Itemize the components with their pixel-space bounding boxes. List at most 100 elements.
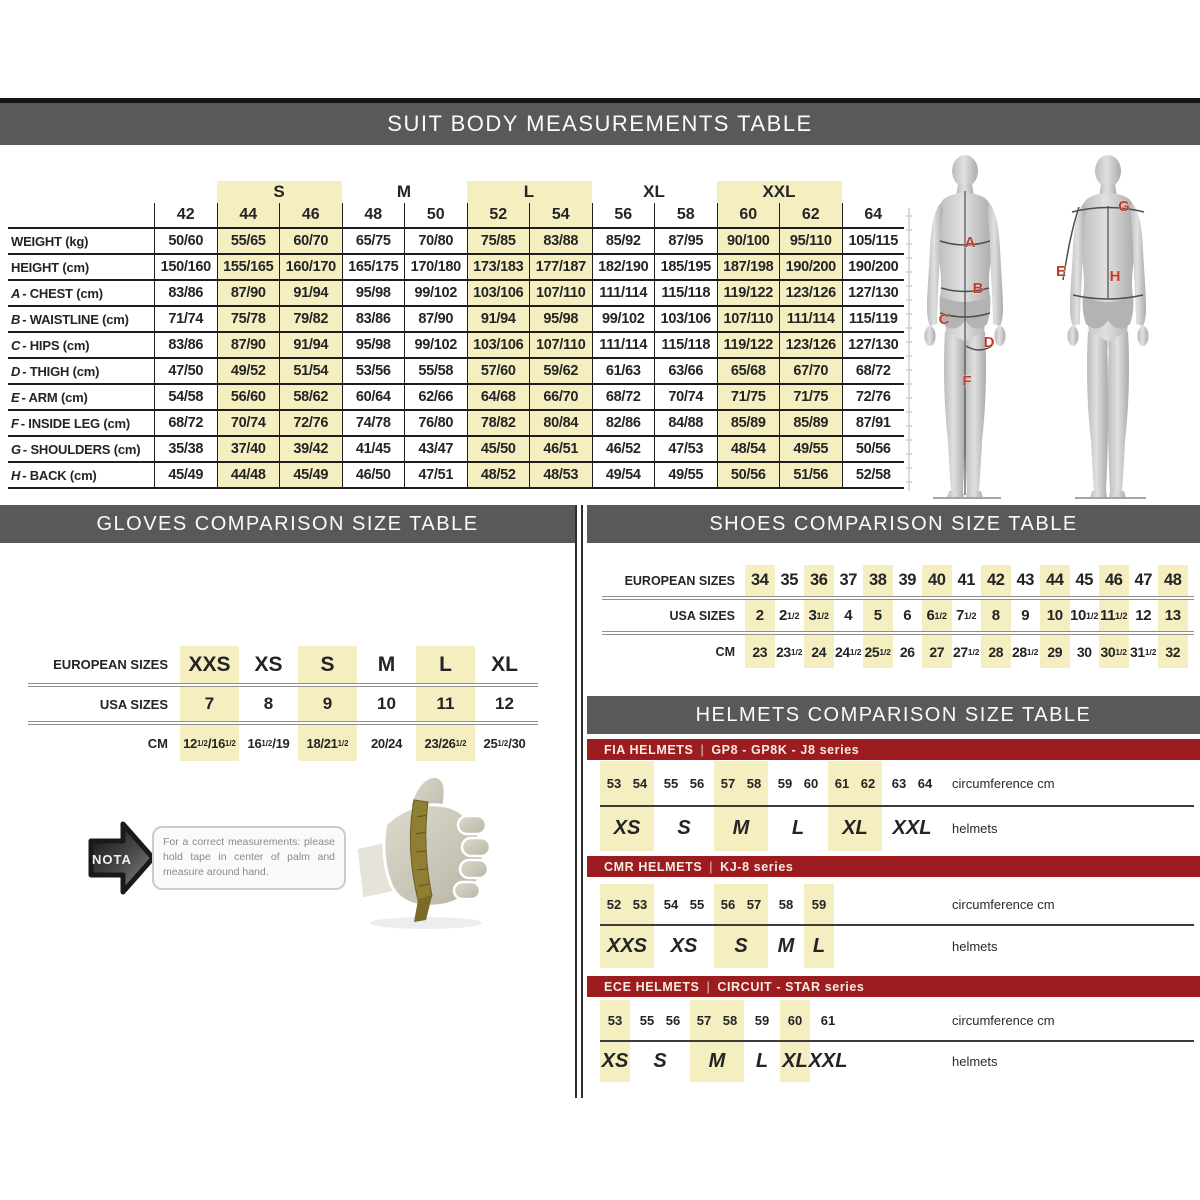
helmets-caption: helmets bbox=[952, 820, 998, 836]
gloves-comparison-table: EUROPEAN SIZES XXS XS S M L XL USA SIZES 7 8 9 10 11… bbox=[28, 646, 538, 761]
suit-row-label: A - CHEST (cm) bbox=[8, 281, 154, 307]
comparison-cell: 24 1/2 bbox=[835, 643, 862, 660]
comparison-row-label: EUROPEAN SIZES bbox=[53, 657, 168, 672]
suit-row-label: H - BACK (cm) bbox=[8, 463, 154, 489]
suit-value-cell: 39/42 bbox=[279, 437, 342, 463]
helmet-size-label: M bbox=[777, 934, 795, 957]
suit-value-cell: 45/50 bbox=[466, 437, 529, 463]
suit-value-cell: 54/58 bbox=[154, 385, 217, 411]
suit-value-cell: 62/66 bbox=[404, 385, 467, 411]
comparison-cell: 40 bbox=[922, 565, 952, 596]
comparison-cell: 11 1/2 bbox=[1099, 600, 1129, 631]
nota-arrow-icon: NOTA bbox=[88, 821, 156, 895]
suit-value-cell: 37/40 bbox=[216, 437, 279, 463]
shoes-section-header: SHOES COMPARISON SIZE TABLE bbox=[587, 505, 1200, 543]
helmets-section-header: HELMETS COMPARISON SIZE TABLE bbox=[587, 696, 1200, 734]
helmet-circumference-value: 53 bbox=[607, 1012, 623, 1028]
helmet-row-captions: circumference cm helmets bbox=[952, 884, 1055, 968]
helmets-section-title: HELMETS COMPARISON SIZE TABLE bbox=[695, 703, 1092, 726]
height-ruler bbox=[906, 208, 912, 491]
suit-value-cell: 127/130 bbox=[841, 281, 904, 307]
helmet-circumference-row: 52 53 bbox=[600, 884, 654, 924]
suit-value-cell: 91/94 bbox=[279, 281, 342, 307]
helmet-size-groups: 53 54 XS 55 56 S 57 58 M 59 60 L 61 62 XL 63 64 XXL bbox=[600, 761, 1194, 851]
helmet-size-groups: 52 53 XXS 54 55 XS 56 57 S 58 M 59 L bbox=[600, 884, 1194, 968]
suit-value-cell: 72/76 bbox=[841, 385, 904, 411]
measure-letter: G bbox=[11, 441, 21, 457]
suit-value-cell: 72/76 bbox=[279, 411, 342, 437]
body-measurement-figures: A B C D F E G H bbox=[906, 155, 1149, 499]
helmet-circumference-value: 58 bbox=[778, 896, 794, 912]
suit-value-cell: 127/130 bbox=[841, 333, 904, 359]
comparison-cell: 23 bbox=[745, 635, 775, 668]
helmet-size-groups: 53 XS 55 56 S 57 58 M 59 L 60 XL 61 XXL bbox=[600, 1000, 1194, 1082]
comparison-cell: XL bbox=[491, 652, 518, 676]
half-fraction: 1/2 bbox=[1026, 646, 1039, 657]
suit-size-spacer bbox=[8, 203, 154, 229]
helmet-size-group: 59 60 L bbox=[771, 761, 825, 851]
helmet-circumference-value: 55 bbox=[663, 775, 679, 791]
measurement-note-text: For a correct measurements: please hold … bbox=[163, 836, 335, 879]
comparison-cell: 25 1/2 bbox=[863, 635, 893, 668]
comparison-cell: 12 bbox=[495, 694, 514, 713]
suit-value-cell: 103/106 bbox=[654, 307, 717, 333]
suit-value-cell: 115/118 bbox=[654, 333, 717, 359]
comparison-cell: 6 1/2 bbox=[922, 600, 952, 631]
comparison-cell: 9 bbox=[298, 687, 357, 721]
comparison-row-label: EUROPEAN SIZES bbox=[624, 573, 735, 588]
comparison-cell: 23/26 1/2 bbox=[416, 725, 475, 761]
figure-letter-labels: A B C D F E G H bbox=[938, 198, 1130, 390]
comparison-cell: 4 bbox=[844, 607, 853, 624]
helmet-size-label: L bbox=[755, 1049, 769, 1072]
comparison-cell: 43 bbox=[1016, 571, 1035, 589]
helmet-size-label: S bbox=[653, 1049, 667, 1072]
comparison-cell: 31 1/2 bbox=[1130, 643, 1157, 660]
helmet-circumference-value: 60 bbox=[787, 1012, 803, 1028]
comparison-cell: 13 bbox=[1158, 600, 1188, 631]
comparison-cell: 11 bbox=[416, 687, 475, 721]
suit-value-cell: 47/53 bbox=[654, 437, 717, 463]
suit-value-cell: 80/84 bbox=[529, 411, 592, 437]
comparison-cell: 26 bbox=[899, 643, 915, 660]
comparison-cell: 9 bbox=[1021, 607, 1030, 624]
helmet-size-label: XS bbox=[670, 934, 698, 957]
suit-value-cell: 115/119 bbox=[841, 307, 904, 333]
helmet-row-divider bbox=[600, 924, 1194, 926]
suit-value-cell: 83/86 bbox=[154, 281, 217, 307]
suit-row-label: D - THIGH (cm) bbox=[8, 359, 154, 385]
shoes-comparison-table: EUROPEAN SIZES 34 35 36 37 38 39 40 41 42 43 44 45 46… bbox=[602, 565, 1194, 668]
comparison-cell: 25 1/2/30 bbox=[483, 735, 526, 751]
comparison-cell: 20/24 bbox=[370, 735, 403, 751]
suit-value-cell: 47/51 bbox=[404, 463, 467, 489]
helmet-row-divider bbox=[600, 1040, 1194, 1042]
suit-size-header: 42 bbox=[154, 203, 217, 229]
suit-value-cell: 99/102 bbox=[404, 333, 467, 359]
comparison-cell: 44 bbox=[1040, 565, 1070, 596]
half-fraction: 1/2 bbox=[967, 646, 980, 657]
measure-letter: D bbox=[11, 363, 21, 379]
suit-value-cell: 56/60 bbox=[216, 385, 279, 411]
suit-value-cell: 47/50 bbox=[154, 359, 217, 385]
comparison-cell: 30 bbox=[1076, 643, 1092, 660]
comparison-cell: 41 bbox=[957, 571, 976, 589]
suit-row-label: HEIGHT (cm) bbox=[8, 255, 154, 281]
helmet-circumference-value: 59 bbox=[811, 896, 827, 912]
suit-value-cell: 74/78 bbox=[341, 411, 404, 437]
suit-value-cell: 95/98 bbox=[341, 333, 404, 359]
helmet-circumference-value: 59 bbox=[754, 1012, 770, 1028]
suit-value-cell: 51/54 bbox=[279, 359, 342, 385]
suit-size-header: 56 bbox=[591, 203, 654, 229]
helmet-size-group: 59 L bbox=[747, 1000, 777, 1082]
comparison-cell: 36 bbox=[804, 565, 834, 596]
suit-value-cell: 49/54 bbox=[591, 463, 654, 489]
helmet-circumference-value: 52 bbox=[606, 896, 622, 912]
helmet-circumference-value: 56 bbox=[720, 896, 736, 912]
suit-value-cell: 45/49 bbox=[154, 463, 217, 489]
suit-value-cell: 63/66 bbox=[654, 359, 717, 385]
helmet-series-bar: ECE HELMETS | CIRCUIT - STAR series bbox=[587, 976, 1200, 997]
measure-letter: E bbox=[11, 389, 20, 405]
comparison-cell: 45 bbox=[1075, 571, 1094, 589]
suit-value-cell: 87/90 bbox=[216, 281, 279, 307]
suit-value-cell: 79/82 bbox=[279, 307, 342, 333]
